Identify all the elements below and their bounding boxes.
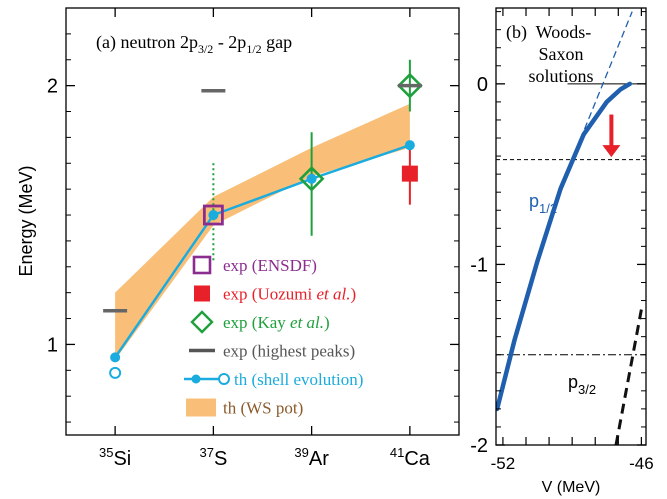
legend-label-text: th (WS pot) — [223, 399, 303, 418]
p32-label: p3/2 — [568, 372, 596, 397]
legend-label: exp (Uozumi et al.) — [223, 285, 356, 304]
legend-item-th-shell-evolution: th (shell evolution) — [184, 370, 363, 389]
panel-a-frame — [65, 7, 460, 436]
arrow-head — [602, 145, 621, 158]
p12-label: p1/2 — [529, 191, 557, 216]
isotope-symbol: Si — [113, 448, 131, 470]
legend-label: th (shell evolution) — [234, 370, 363, 389]
series-p1-2-asymptote — [571, 11, 633, 160]
shell-evolution-line — [114, 144, 411, 359]
panel-a-ylabel: Energy (MeV) — [16, 165, 36, 276]
ws-pot-band-layer — [115, 103, 410, 360]
isotope-mass: 35 — [99, 445, 113, 460]
x-tick-label-b: -52 — [491, 454, 516, 473]
point-th-shell-evolution — [110, 352, 121, 363]
legend-label: exp (highest peaks) — [223, 342, 355, 361]
point-th-shell-evolution — [404, 140, 415, 151]
x-tick-label-41ca: 41Ca — [390, 445, 431, 470]
legend-item-th-ws-pot: th (WS pot) — [186, 398, 303, 418]
legend-item-exp-kay-et-al: exp (Kay et al.) — [190, 310, 330, 334]
legend-marker-open-square — [192, 255, 212, 275]
legend-label: exp (ENSDF) — [223, 256, 317, 275]
isotope-symbol: Ar — [309, 448, 329, 470]
isotope-mass: 39 — [294, 445, 308, 460]
panel-a-data — [103, 59, 423, 379]
panel-b: 0 -1 -2-52 -46 (b) Woods- Saxon solutions p… — [470, 7, 654, 496]
legend-label: exp (Kay et al.) — [223, 313, 330, 332]
point-th-shell-evolution — [208, 210, 219, 221]
panel-a-ticks: 1 2 35Si 37S 39Ar 41Ca — [47, 8, 459, 470]
legend-item-exp-ensdf: exp (ENSDF) — [192, 255, 317, 275]
open-point-th-shell-evolution — [109, 366, 122, 379]
point-th-shell-evolution — [306, 173, 317, 184]
panel-b-title-line3: solutions — [528, 66, 593, 86]
legend-label-text: exp (Uozumi — [223, 285, 316, 304]
y-tick-label-b: -1 — [470, 254, 488, 276]
legend-marker-open-circle — [218, 373, 230, 385]
x-tick-label-35si: 35Si — [99, 445, 131, 470]
isotope-symbol: Ca — [404, 448, 430, 470]
point-exp-kay-et-al — [397, 72, 423, 99]
ws-pot-band — [115, 103, 410, 360]
legend-item-exp-highest-peaks: exp (highest peaks) — [189, 342, 355, 361]
legend-label-text: th (shell evolution) — [234, 370, 363, 389]
x-tick-label-39ar: 39Ar — [294, 445, 329, 470]
legend-label-text: exp (ENSDF) — [223, 256, 317, 275]
panel-b-data — [496, 11, 646, 445]
panel-b-xlabel: V (MeV) — [542, 479, 601, 496]
x-tick-label-b: -46 — [629, 454, 654, 473]
point-exp-ensdf — [202, 204, 224, 226]
legend-label-suffix: ) — [324, 313, 330, 332]
panel-b-title-line1: (b) Woods- — [506, 22, 591, 43]
panel-b-ticks: 0 -1 -2-52 -46 — [470, 8, 654, 473]
panel-b-title-line2: Saxon — [539, 44, 584, 64]
panel-a: 1 2 35Si 37S 39Ar 41Ca (a) neutron 2p3/2 - 2p… — [16, 7, 460, 470]
panel-a-legend: exp (ENSDF)exp (Uozumi et al.)exp (Kay e… — [184, 255, 363, 418]
y-tick-label-b: 0 — [477, 74, 488, 96]
legend-label-text: exp (highest peaks) — [223, 342, 355, 361]
y-tick-label-a: 1 — [47, 334, 58, 356]
isotope-mass: 37 — [199, 445, 213, 460]
y-tick-label-b: -2 — [470, 435, 488, 457]
legend-item-exp-uozumi-et-al: exp (Uozumi et al.) — [194, 285, 356, 304]
legend-marker-band — [186, 398, 216, 417]
legend-label-suffix: ) — [350, 285, 356, 304]
isotope-symbol: S — [214, 448, 227, 470]
series-p3-2 — [614, 309, 643, 445]
legend-marker-filled-square — [194, 285, 210, 302]
isotope-mass: 41 — [390, 445, 404, 460]
x-tick-label-37s: 37S — [199, 445, 227, 470]
legend-label-italic: et al. — [290, 313, 324, 332]
legend-label-italic: et al. — [316, 285, 350, 304]
legend-marker-open-diamond — [190, 310, 214, 334]
legend-label: th (WS pot) — [223, 399, 303, 418]
series-p1-2 — [496, 81, 633, 412]
y-tick-label-a: 2 — [47, 76, 58, 98]
panel-b-frame — [495, 7, 647, 446]
legend-marker-filled-circle — [191, 374, 201, 384]
panel-a-title: (a) neutron 2p3/2 - 2p1/2 gap — [96, 32, 292, 56]
point-exp-kay-et-al — [298, 165, 325, 192]
point-exp-uozumi-et-al — [401, 165, 418, 182]
legend-label-text: exp (Kay — [223, 313, 290, 332]
